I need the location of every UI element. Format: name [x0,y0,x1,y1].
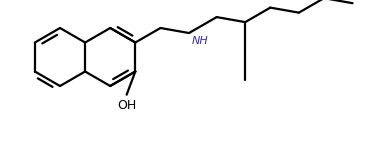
Text: NH: NH [192,36,209,46]
Text: OH: OH [117,99,136,112]
